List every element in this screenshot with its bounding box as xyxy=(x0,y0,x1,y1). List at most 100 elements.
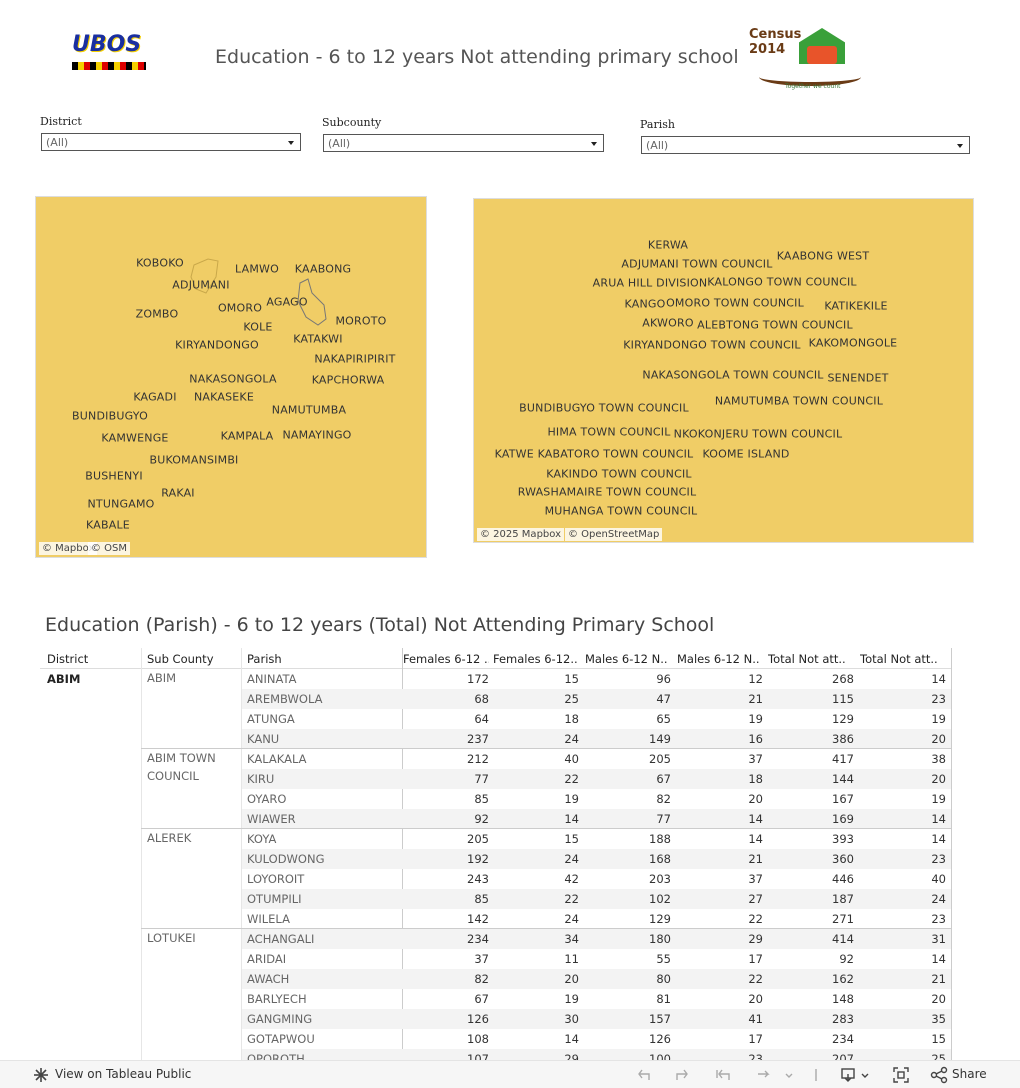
value-cell: 17 xyxy=(748,1032,763,1046)
value-cell: 55 xyxy=(656,952,671,966)
map-label: KAMWENGE xyxy=(101,431,169,445)
map-label: LAMWO xyxy=(235,262,279,276)
value-cell: 234 xyxy=(467,932,489,946)
filter-dropdown[interactable]: (All) xyxy=(641,136,970,154)
tableau-icon xyxy=(34,1068,48,1082)
value-cell: 205 xyxy=(467,832,489,846)
value-cell: 20 xyxy=(931,992,946,1006)
value-cell: 20 xyxy=(748,992,763,1006)
map-label: ZOMBO xyxy=(135,307,179,321)
value-cell: 169 xyxy=(832,812,854,826)
value-cell: 81 xyxy=(656,992,671,1006)
map-attribution[interactable]: © Mapbox xyxy=(39,542,98,555)
parish-cell: GANGMING xyxy=(247,1012,313,1026)
value-cell: 37 xyxy=(748,752,763,766)
map-attribution[interactable]: © OpenStreetMap xyxy=(565,528,663,541)
value-cell: 14 xyxy=(564,812,579,826)
fullscreen-icon[interactable] xyxy=(892,1066,910,1084)
value-cell: 100 xyxy=(649,1052,671,1060)
parish-cell: GOTAPWOU xyxy=(247,1032,315,1046)
map-label: KOLE xyxy=(243,320,273,334)
dashboard-title: Education - 6 to 12 years Not attending … xyxy=(215,46,739,68)
value-cell: 19 xyxy=(564,792,579,806)
value-cell: 102 xyxy=(649,892,671,906)
value-cell: 80 xyxy=(656,972,671,986)
map-label: SENENDET xyxy=(827,371,889,385)
value-cell: 47 xyxy=(656,692,671,706)
value-cell: 42 xyxy=(564,872,579,886)
value-cell: 21 xyxy=(748,692,763,706)
value-cell: 67 xyxy=(656,772,671,786)
filter-dropdown[interactable]: (All) xyxy=(41,133,301,151)
value-cell: 77 xyxy=(656,812,671,826)
filter-dropdown[interactable]: (All) xyxy=(323,134,604,152)
view-on-tableau-link[interactable]: View on Tableau Public xyxy=(55,1067,192,1081)
value-cell: 148 xyxy=(832,992,854,1006)
map-attribution[interactable]: © 2025 Mapbox xyxy=(477,528,564,541)
map-label: ARUA HILL DIVISION xyxy=(592,276,708,290)
map-label: AGAGO xyxy=(266,295,308,309)
map-label: NAKASONGOLA xyxy=(189,372,277,386)
value-cell: 360 xyxy=(832,852,854,866)
map-label: NAKASEKE xyxy=(194,390,254,404)
value-cell: 41 xyxy=(748,1012,763,1026)
value-cell: 414 xyxy=(832,932,854,946)
value-cell: 92 xyxy=(839,952,854,966)
value-cell: 31 xyxy=(931,932,946,946)
subcounty-map[interactable]: KERWA KAABONG WEST ADJUMANI TOWN COUNCIL AR… xyxy=(473,198,974,543)
census-year: 2014 xyxy=(749,42,786,57)
column-header: Parish xyxy=(247,652,282,666)
value-cell: 82 xyxy=(656,792,671,806)
row-band xyxy=(242,769,951,789)
map-label: KOBOKO xyxy=(136,256,184,270)
value-cell: 64 xyxy=(474,712,489,726)
subcounty-cell: ALEREK xyxy=(147,831,192,845)
map-label: BUNDIBUGYO xyxy=(72,409,148,423)
map-label: NKOKONJERU TOWN COUNCIL xyxy=(673,427,843,441)
column-header: District xyxy=(47,652,89,666)
toolbar: View on Tableau Public Share xyxy=(0,1060,1020,1088)
value-cell: 23 xyxy=(931,852,946,866)
value-cell: 37 xyxy=(748,872,763,886)
district-map[interactable]: KOBOKO ADJUMANI LAMWO KAABONG ZOMBO OMORO AGAG… xyxy=(35,196,427,558)
census-tagline: Together we count xyxy=(785,83,841,90)
map-label: OMORO TOWN COUNCIL xyxy=(666,296,804,310)
value-cell: 23 xyxy=(931,912,946,926)
parish-cell: KIRU xyxy=(247,772,275,786)
value-cell: 68 xyxy=(474,692,489,706)
value-cell: 92 xyxy=(474,812,489,826)
value-cell: 115 xyxy=(832,692,854,706)
map-label: AKWORO xyxy=(642,316,694,330)
column-header: Total Not att.. xyxy=(860,652,938,666)
map-attribution[interactable]: © OSM xyxy=(88,542,131,555)
parish-cell: BARLYECH xyxy=(247,992,307,1006)
map-label: KOOME ISLAND xyxy=(702,447,790,461)
row-band xyxy=(242,1049,951,1060)
value-cell: 24 xyxy=(931,892,946,906)
value-cell: 129 xyxy=(649,912,671,926)
value-cell: 149 xyxy=(649,732,671,746)
value-cell: 19 xyxy=(931,712,946,726)
parish-cell: KALAKALA xyxy=(247,752,307,766)
share-button[interactable]: Share xyxy=(952,1067,987,1081)
parish-cell: AREMBWOLA xyxy=(247,692,323,706)
value-cell: 107 xyxy=(467,1052,489,1060)
value-cell: 271 xyxy=(832,912,854,926)
value-cell: 14 xyxy=(931,812,946,826)
table-rule xyxy=(951,648,952,1060)
value-cell: 14 xyxy=(931,952,946,966)
value-cell: 243 xyxy=(467,872,489,886)
filter-label: Parish xyxy=(640,118,675,131)
table-rule xyxy=(40,668,952,669)
value-cell: 40 xyxy=(564,752,579,766)
value-cell: 19 xyxy=(564,992,579,1006)
value-cell: 96 xyxy=(656,672,671,686)
value-cell: 29 xyxy=(748,932,763,946)
map-label: KERWA xyxy=(647,238,689,252)
census-logo: Census 2014 Together we count xyxy=(745,24,863,94)
value-cell: 16 xyxy=(748,732,763,746)
value-cell: 18 xyxy=(564,712,579,726)
value-cell: 168 xyxy=(649,852,671,866)
share-icon[interactable] xyxy=(930,1066,948,1084)
value-cell: 142 xyxy=(467,912,489,926)
